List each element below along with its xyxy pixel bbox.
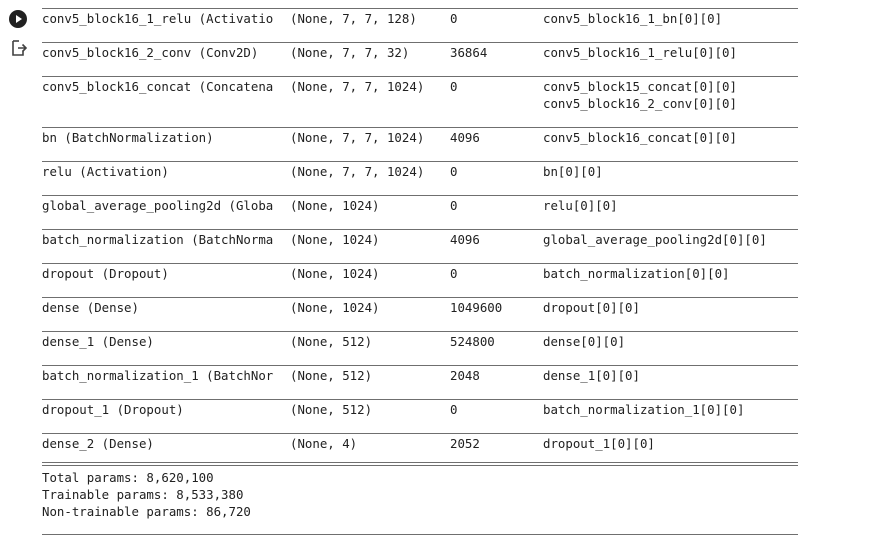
row-separator [42,229,798,230]
connected-to-cell: relu[0][0] [543,198,618,213]
connected-to-cell: conv5_block16_2_conv[0][0] [543,96,737,111]
param-count-cell: 0 [450,164,458,179]
layer-name-cell: conv5_block16_concat (Concatena [42,79,274,94]
param-count-cell: 2048 [450,368,480,383]
table-row: dropout_1 (Dropout) (None, 512) 0 batch_nor… [42,401,802,418]
connected-to-cell: batch_normalization[0][0] [543,266,730,281]
param-count-cell: 36864 [450,45,488,60]
layer-name-cell: dense_2 (Dense) [42,436,154,451]
connected-to-cell: bn[0][0] [543,164,603,179]
output-shape-cell: (None, 4) [290,436,358,451]
param-count-cell: 1049600 [450,300,503,315]
row-separator [42,433,798,434]
table-row: batch_normalization (BatchNorma (None, 10… [42,231,802,248]
output-shape-cell: (None, 1024) [290,266,380,281]
layer-name-cell: batch_normalization_1 (BatchNor [42,368,274,383]
layer-name-cell: dense_1 (Dense) [42,334,154,349]
layer-name-cell: batch_normalization (BatchNorma [42,232,274,247]
table-row: conv5_block16_concat (Concatena (None, 7,… [42,78,802,112]
output-shape-cell: (None, 7, 7, 1024) [290,130,425,145]
connected-to-cell: dense[0][0] [543,334,626,349]
cell-gutter [0,0,36,539]
layer-name-cell: bn (BatchNormalization) [42,130,214,145]
connected-to-cell: conv5_block16_concat[0][0] [543,130,737,145]
output-shape-cell: (None, 7, 7, 1024) [290,79,425,94]
table-row: dropout (Dropout) (None, 1024) 0 batch_norm… [42,265,802,282]
table-row: global_average_pooling2d (Globa (None, 10… [42,197,802,214]
table-row: dense_1 (Dense) (None, 512) 524800 dense[0]… [42,333,802,350]
table-row: bn (BatchNormalization) (None, 7, 7, 1024… [42,129,802,146]
row-separator [42,297,798,298]
connected-to-cell: conv5_block16_1_bn[0][0] [543,11,723,26]
row-separator [42,331,798,332]
param-count-cell: 0 [450,266,458,281]
connected-to-cell: dense_1[0][0] [543,368,640,383]
row-separator [42,42,798,43]
connected-to-cell: batch_normalization_1[0][0] [543,402,745,417]
output-shape-cell: (None, 7, 7, 128) [290,11,417,26]
table-row: conv5_block16_2_conv (Conv2D) (None, 7, 7… [42,44,802,61]
connected-to-cell: conv5_block15_concat[0][0] [543,79,737,94]
connected-to-cell: dropout[0][0] [543,300,640,315]
connected-to-cell: global_average_pooling2d[0][0] [543,232,767,247]
trainable-params-text: Trainable params: 8,533,380 [42,487,244,502]
param-count-cell: 4096 [450,232,480,247]
layer-name-cell: conv5_block16_2_conv (Conv2D) [42,45,259,60]
output-shape-cell: (None, 1024) [290,198,380,213]
param-count-cell: 4096 [450,130,480,145]
output-shape-cell: (None, 1024) [290,300,380,315]
layer-name-cell: relu (Activation) [42,164,169,179]
row-separator [42,195,798,196]
total-params-text: Total params: 8,620,100 [42,470,214,485]
connected-to-cell: conv5_block16_1_relu[0][0] [543,45,737,60]
output-shape-cell: (None, 512) [290,402,373,417]
layer-name-cell: global_average_pooling2d (Globa [42,198,274,213]
table-row: batch_normalization_1 (BatchNor (None, 51… [42,367,802,384]
param-count-cell: 0 [450,198,458,213]
param-count-cell: 524800 [450,334,495,349]
row-separator [42,127,798,128]
layer-name-cell: dropout_1 (Dropout) [42,402,184,417]
output-shape-cell: (None, 7, 7, 1024) [290,164,425,179]
param-count-cell: 2052 [450,436,480,451]
row-separator [42,263,798,264]
param-count-cell: 0 [450,402,458,417]
table-row: relu (Activation) (None, 7, 7, 1024) 0 bn[0… [42,163,802,180]
output-shape-cell: (None, 7, 7, 32) [290,45,410,60]
table-row: conv5_block16_1_relu (Activatio (None, 7,… [42,10,802,27]
table-row: dense (Dense) (None, 1024) 1049600 dropout[… [42,299,802,316]
row-separator [42,8,798,9]
row-separator [42,76,798,77]
play-circle-icon[interactable] [9,10,27,28]
row-separator [42,399,798,400]
output-shape-cell: (None, 512) [290,368,373,383]
summary-bottom-rule [42,534,798,535]
layer-name-cell: conv5_block16_1_relu (Activatio [42,11,274,26]
output-shape-cell: (None, 1024) [290,232,380,247]
row-separator [42,161,798,162]
connected-to-cell: dropout_1[0][0] [543,436,655,451]
row-separator [42,365,798,366]
summary-double-rule [42,462,798,466]
output-redirect-icon[interactable] [10,39,28,57]
layer-name-cell: dropout (Dropout) [42,266,169,281]
param-count-cell: 0 [450,11,458,26]
param-count-cell: 0 [450,79,458,94]
non-trainable-params-text: Non-trainable params: 86,720 [42,504,251,519]
output-shape-cell: (None, 512) [290,334,373,349]
table-row: dense_2 (Dense) (None, 4) 2052 dropout_1[0]… [42,435,802,452]
layer-name-cell: dense (Dense) [42,300,139,315]
